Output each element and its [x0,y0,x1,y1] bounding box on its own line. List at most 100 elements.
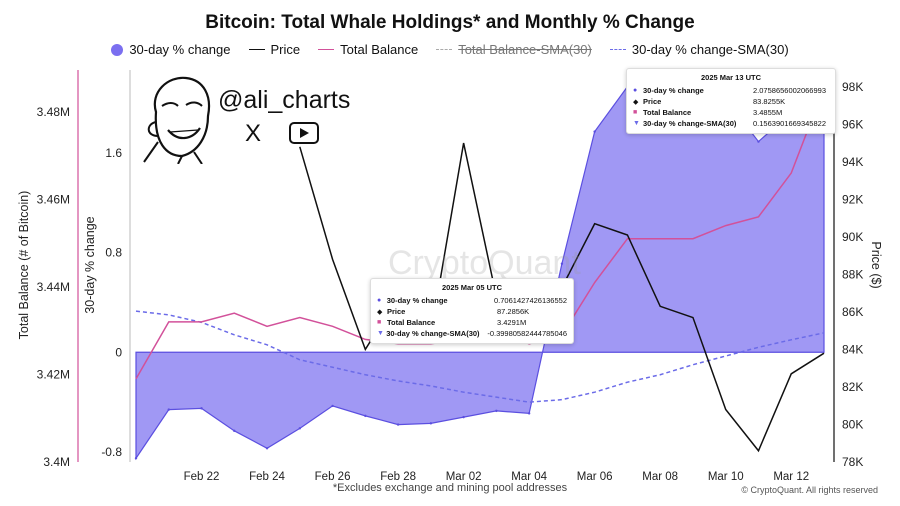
left-tick-label: 3.46M [37,192,70,206]
triangle-marker-icon: ▼ [377,330,384,337]
footnote: *Excludes exchange and mining pool addre… [332,482,568,494]
point-30day-change [527,412,531,415]
mid-tick-label: 0 [115,345,122,359]
tooltip-mar-13: 2025 Mar 13 UTC ● 30-day % change 2.075865… [626,68,836,134]
mid-tick-label: 1.6 [105,146,122,160]
right-tick-label: 82K [842,380,863,394]
tooltip-value: 0.1563901669345822 [753,119,826,128]
x-tick-label: Mar 08 [642,471,678,483]
right-tick-label: 88K [842,267,863,281]
x-icon[interactable]: X [245,120,262,147]
right-tick-label: 78K [842,455,863,469]
x-tick-label: Feb 24 [249,471,285,483]
point-30day-change [593,130,596,133]
tooltip-value: 83.8255K [753,97,786,106]
copyright: © CryptoQuant. All rights reserved [741,485,878,495]
tooltip-value: 0.7061427426136552 [494,296,567,305]
legend-item-30day-change[interactable]: 30-day % change [111,42,231,57]
x-tick-label: Mar 12 [773,471,809,483]
legend-item-total-balance[interactable]: Total Balance [318,42,418,57]
tooltip-label: 30-day % change [386,296,448,305]
tooltip-title: 2025 Mar 13 UTC [700,73,762,82]
legend-label-total-balance: Total Balance [340,42,419,57]
point-30day-change [495,409,498,413]
tooltip-label: Price [387,307,406,316]
tooltip-row: ● 30-day % change 0.7061427426136552 [377,295,567,306]
youtube-icon[interactable] [289,122,319,144]
tooltip-label: 30-day % change [643,86,704,95]
watermark: CryptoQuant [388,244,581,282]
mid-tick-label: 0.8 [105,246,122,260]
author-handle: @ali_charts [218,86,351,114]
tooltip-value: -0.39980582444785046 [487,329,567,338]
tooltip-title: 2025 Mar 05 UTC [441,283,503,292]
legend-item-total-balance-sma[interactable]: Total Balance-SMA(30) [436,42,592,57]
legend-label-total-balance-sma: Total Balance-SMA(30) [458,42,592,57]
tooltip-label: Price [643,97,662,106]
diamond-marker-icon: ◆ [377,308,383,316]
point-30day-change [298,427,302,430]
point-30day-change [757,140,760,143]
right-tick-label: 84K [842,342,863,356]
triangle-marker-icon: ▼ [633,120,640,127]
chart-title: Bitcoin: Total Whale Holdings* and Month… [205,12,695,33]
tooltip-mar-05: 2025 Mar 05 UTC ● 30-day % change 0.706142… [370,278,574,344]
x-tick-label: Feb 26 [315,471,351,483]
legend-label-30day-change: 30-day % change [129,42,231,57]
play-icon [300,128,309,138]
tooltip-row: ▼ 30-day % change-SMA(30) 0.15639016693458… [633,118,829,129]
right-tick-label: 86K [842,305,863,319]
legend-swatch-total-balance-sma [436,49,453,50]
right-tick-label: 96K [842,117,863,131]
tooltip-value: 2.0758656002066993 [753,86,826,95]
square-marker-icon: ■ [633,109,638,116]
tooltip-value: 3.4855M [753,108,783,117]
x-tick-label: Mar 02 [446,471,482,483]
left-tick-label: 3.4M [43,455,70,469]
avatar [138,72,218,164]
mid-tick-label: -0.8 [101,445,122,459]
right-axis-title: Price ($) [869,241,883,288]
left-tick-label: 3.44M [37,280,70,294]
point-30day-change [429,422,433,425]
point-30day-change [396,423,400,426]
dot-marker-icon: ● [377,297,382,304]
legend-item-price[interactable]: Price [248,42,301,57]
tooltip-row: ■ Total Balance 3.4291M [377,317,567,328]
point-30day-change [560,262,564,265]
point-30day-change [233,429,236,433]
tooltip-value: 3.4291M [497,318,527,327]
point-30day-change [167,408,170,411]
x-tick-label: Feb 22 [184,471,220,483]
tooltip-row: ◆ Price 87.2856K [377,306,567,317]
mid-axis-title: 30-day % change [83,216,97,313]
tooltip-row: ▼ 30-day % change-SMA(30) -0.3998058244478… [377,328,567,339]
x-tick-label: Feb 28 [380,471,416,483]
dot-marker-icon: ● [633,87,638,94]
axes-layer [77,70,835,462]
tooltip-row: ● 30-day % change 2.0758656002066993 [633,85,829,96]
point-30day-change [265,447,269,450]
tooltip-label: Total Balance [643,108,692,117]
tick-labels-layer: 3.48M 3.46M 3.44M 3.42M 3.4M 1.6 0.8 0 -0.8 98K 96… [17,80,883,483]
point-30day-change [200,407,203,410]
legend-label-30day-change-sma: 30-day % change-SMA(30) [631,42,789,57]
legend-label-price: Price [270,42,301,57]
legend: 30-day % change Price Total Balance Tota… [0,42,900,57]
legend-swatch-30day-change-sma [609,49,626,50]
right-tick-label: 94K [842,155,863,169]
legend-swatch-30day-change [111,43,124,56]
legend-swatch-total-balance [318,49,335,50]
legend-swatch-price [248,49,265,50]
left-axis-title: Total Balance (# of Bitcoin) [17,191,31,340]
left-tick-label: 3.42M [37,367,70,381]
tooltip-row: ◆ Price 83.8255K [633,96,829,107]
point-30day-change [331,404,334,408]
right-tick-label: 80K [842,417,863,431]
tooltip-label: 30-day % change-SMA(30) [386,329,480,338]
series-line-30day-change-sma [135,310,825,403]
right-tick-label: 98K [842,80,863,94]
legend-item-30day-change-sma[interactable]: 30-day % change-SMA(30) [609,42,789,57]
tooltip-value: 87.2856K [497,307,530,316]
